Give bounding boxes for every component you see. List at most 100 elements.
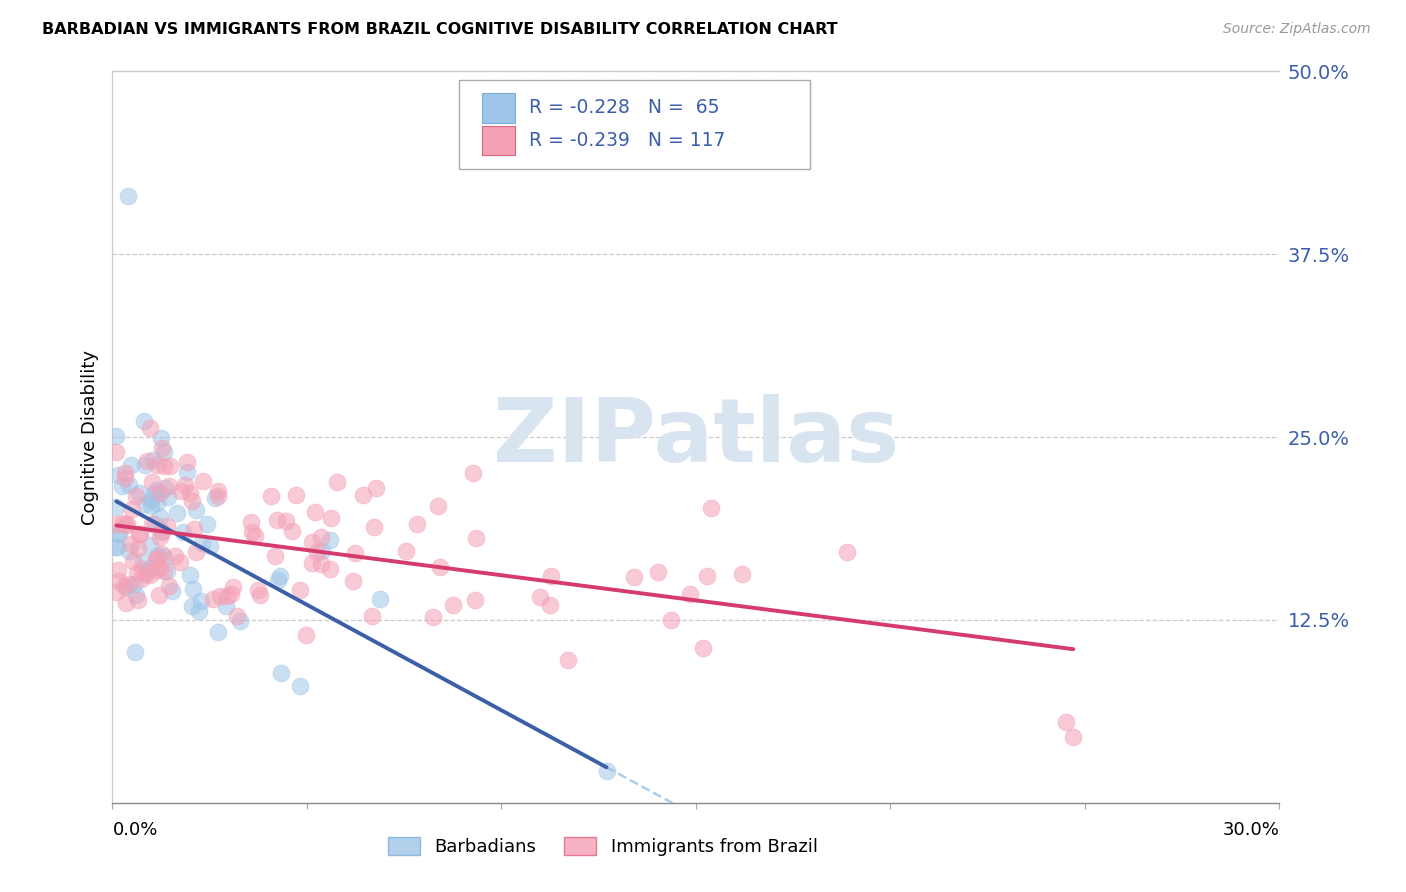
Point bbox=[139, 561, 162, 575]
Point bbox=[835, 545, 858, 559]
Point bbox=[540, 568, 562, 582]
Point bbox=[204, 491, 226, 505]
Point bbox=[125, 489, 148, 503]
Point bbox=[107, 574, 129, 588]
Point bbox=[141, 475, 163, 489]
Point bbox=[115, 596, 138, 610]
Point bbox=[301, 556, 323, 570]
Point bbox=[117, 544, 139, 558]
Point bbox=[176, 455, 198, 469]
Point bbox=[659, 613, 682, 627]
Point bbox=[124, 576, 146, 591]
FancyBboxPatch shape bbox=[460, 80, 810, 169]
Point bbox=[159, 459, 181, 474]
Point bbox=[117, 188, 139, 202]
Point bbox=[135, 566, 157, 581]
Point bbox=[240, 524, 263, 539]
Point bbox=[107, 525, 129, 540]
Point bbox=[226, 608, 249, 623]
Point bbox=[207, 484, 229, 499]
Point bbox=[143, 486, 166, 500]
Point bbox=[139, 493, 162, 508]
Point bbox=[246, 583, 269, 598]
Point bbox=[222, 580, 245, 594]
Point bbox=[1054, 715, 1077, 730]
Point bbox=[139, 538, 162, 552]
Point bbox=[276, 514, 298, 528]
Point bbox=[281, 524, 304, 539]
Point bbox=[117, 516, 139, 531]
Text: 0.0%: 0.0% bbox=[112, 821, 157, 839]
Point bbox=[105, 541, 128, 555]
Point bbox=[145, 496, 167, 510]
Point bbox=[441, 598, 464, 612]
Point bbox=[260, 489, 283, 503]
Point bbox=[150, 524, 173, 538]
Point bbox=[325, 475, 347, 490]
Point bbox=[145, 483, 167, 497]
Point bbox=[464, 593, 486, 607]
Point bbox=[700, 500, 723, 515]
Point bbox=[191, 536, 214, 550]
Bar bbox=[482, 126, 515, 155]
Point bbox=[127, 592, 149, 607]
Point bbox=[134, 414, 156, 428]
Point bbox=[207, 489, 229, 503]
Point bbox=[153, 550, 176, 565]
Point bbox=[128, 486, 150, 500]
Point bbox=[195, 516, 218, 531]
Point bbox=[145, 552, 167, 566]
Point bbox=[134, 498, 156, 512]
Point bbox=[360, 609, 382, 624]
Point bbox=[143, 516, 166, 531]
Point bbox=[422, 610, 444, 624]
Point bbox=[311, 544, 333, 558]
Point bbox=[159, 579, 181, 593]
Point bbox=[295, 628, 318, 642]
Point bbox=[150, 442, 173, 456]
Point bbox=[114, 467, 136, 481]
Point bbox=[149, 561, 172, 575]
Point bbox=[120, 536, 142, 550]
Point bbox=[311, 557, 333, 571]
Point bbox=[363, 520, 385, 534]
Point bbox=[148, 589, 170, 603]
Point bbox=[163, 549, 186, 563]
Point bbox=[184, 545, 207, 559]
Point bbox=[169, 555, 191, 569]
Point bbox=[181, 599, 204, 613]
Point bbox=[156, 564, 179, 578]
Point bbox=[114, 518, 136, 533]
Point bbox=[692, 641, 714, 656]
Point bbox=[129, 572, 152, 586]
Point bbox=[157, 491, 180, 505]
Point bbox=[305, 545, 328, 559]
Point bbox=[105, 516, 128, 531]
Point bbox=[112, 579, 135, 593]
Point bbox=[179, 485, 201, 500]
Point bbox=[243, 529, 266, 543]
Point bbox=[142, 453, 165, 467]
Point bbox=[595, 764, 617, 778]
Point bbox=[679, 587, 702, 601]
Point bbox=[120, 458, 142, 473]
Text: ZIPatlas: ZIPatlas bbox=[494, 393, 898, 481]
Point bbox=[149, 485, 172, 500]
Bar bbox=[482, 94, 515, 122]
Point bbox=[405, 516, 427, 531]
Point bbox=[160, 583, 183, 598]
Point bbox=[141, 499, 163, 513]
Point bbox=[266, 513, 288, 527]
Point bbox=[115, 580, 138, 594]
Point bbox=[153, 565, 176, 579]
Point bbox=[183, 522, 205, 536]
Point bbox=[172, 524, 194, 539]
Point bbox=[647, 565, 669, 579]
Point bbox=[128, 527, 150, 541]
Point bbox=[139, 421, 162, 435]
Point bbox=[202, 591, 225, 606]
Point bbox=[395, 544, 418, 558]
Point bbox=[105, 584, 128, 599]
Point bbox=[105, 444, 128, 458]
Text: 30.0%: 30.0% bbox=[1223, 821, 1279, 839]
